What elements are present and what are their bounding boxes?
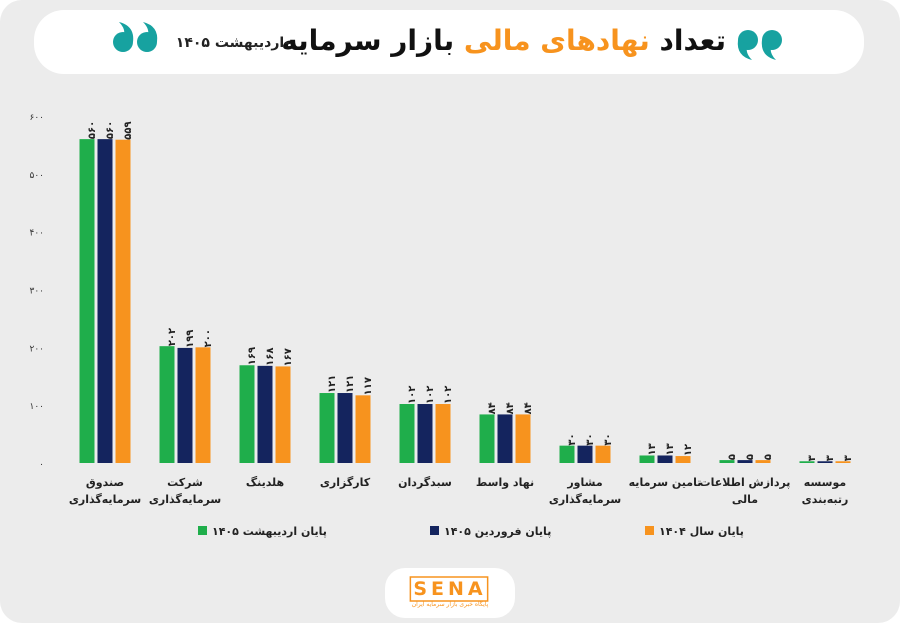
bar	[497, 414, 513, 463]
x-tick-label: کارگزاری	[320, 476, 371, 489]
bar	[257, 365, 273, 463]
x-tick-label: مشاور سرمایه‌گذاری	[549, 476, 621, 506]
title-part: بازار سرمایه	[281, 24, 454, 57]
bar	[115, 139, 131, 463]
y-tick-label: ۰	[39, 460, 44, 470]
logo-card	[385, 568, 515, 618]
y-tick-label: ۲۰۰	[29, 344, 44, 354]
bar	[479, 414, 495, 463]
bar	[319, 393, 335, 463]
value-label: ۱۰۲	[443, 386, 454, 404]
bar	[337, 393, 353, 463]
value-label: ۱۰۲	[425, 386, 436, 404]
subtitle: -اردیبهشت ۱۴۰۵	[176, 35, 290, 51]
y-tick-label: ۶۰۰	[29, 113, 44, 123]
x-tick-label: نهاد واسط	[476, 476, 534, 489]
x-tick-label: شرکت سرمایه‌گذاری	[149, 476, 221, 506]
value-label: ۱۹۹	[185, 330, 196, 348]
value-label: ۲۰۰	[203, 329, 214, 347]
value-label: ۱۲	[683, 444, 694, 456]
bar	[515, 414, 531, 463]
value-label: ۱۶۷	[283, 348, 294, 366]
legend-label: پایان فروردین ۱۴۰۵	[444, 525, 551, 538]
value-label: ۸۴	[487, 402, 498, 414]
value-label: ۳	[807, 455, 818, 461]
value-label: ۱۰۲	[407, 386, 418, 404]
x-tick-label: سبدگردان	[398, 476, 452, 489]
chart-title: تعداد نهادهای مالی بازار سرمایه	[281, 24, 726, 57]
bar	[559, 445, 575, 463]
value-label: ۱۳	[665, 443, 676, 455]
x-tick-label: هلدینگ	[246, 475, 284, 489]
x-tick-label: موسسه رتبه‌بندی	[802, 476, 849, 506]
bar	[639, 455, 655, 463]
value-label: ۸۴	[505, 402, 516, 414]
logo-box	[409, 576, 489, 602]
bar	[657, 455, 673, 463]
bar	[835, 461, 851, 463]
logo-tagline: پایگاه خبری بازار سرمایه ایران	[412, 600, 489, 608]
bar	[97, 139, 113, 463]
value-label: ۳۰	[603, 433, 614, 445]
bar	[355, 395, 371, 463]
value-label: ۱۶۹	[247, 347, 258, 365]
y-tick-label: ۳۰۰	[29, 287, 44, 297]
legend-swatch	[645, 526, 654, 535]
value-label: ۲۰۲	[167, 328, 178, 346]
bar	[177, 347, 193, 463]
bar	[595, 445, 611, 463]
bar	[159, 346, 175, 463]
bar	[195, 347, 211, 463]
value-label: ۱۳	[647, 443, 658, 455]
x-tick-label: صندوق سرمایه‌گذاری	[69, 476, 141, 506]
bar	[417, 404, 433, 463]
value-label: ۵	[727, 454, 738, 460]
bar	[755, 460, 771, 463]
value-label: ۵	[745, 454, 756, 460]
bar	[435, 404, 451, 463]
title-part: نهادهای مالی	[464, 24, 650, 57]
legend-swatch	[430, 526, 439, 535]
value-label: ۵۶۰	[87, 121, 98, 139]
bar	[799, 461, 815, 463]
value-label: ۵۶۰	[105, 121, 116, 139]
value-label: ۱۲۱	[345, 375, 356, 393]
value-label: ۵۵۹	[123, 121, 134, 139]
bar	[675, 456, 691, 463]
x-tick-label: پردازش اطلاعات مالی	[700, 476, 791, 506]
y-tick-label: ۴۰۰	[29, 229, 44, 239]
bar	[79, 139, 95, 463]
logo: SENA	[409, 576, 489, 602]
value-label: ۱۲۱	[327, 375, 338, 393]
value-label: ۳	[843, 455, 854, 461]
bar	[577, 445, 593, 463]
y-tick-label: ۱۰۰	[29, 402, 44, 412]
title-part: تعداد	[660, 24, 726, 57]
value-label: ۱۱۷	[363, 377, 374, 395]
bar	[399, 404, 415, 463]
logo-text: SENA	[413, 578, 486, 600]
value-label: ۱۶۸	[265, 348, 276, 366]
y-tick-label: ۵۰۰	[29, 171, 44, 181]
legend-swatch	[198, 526, 207, 535]
legend-label: پایان سال ۱۴۰۴	[659, 525, 744, 538]
legend-label: پایان اردیبهشت ۱۴۰۵	[212, 525, 327, 538]
x-tick-label: تامین سرمایه	[629, 476, 702, 489]
value-label: ۳۰	[567, 433, 578, 445]
header-card	[34, 10, 864, 74]
bar	[275, 366, 291, 463]
value-label: ۵	[763, 454, 774, 460]
bar	[817, 461, 833, 463]
value-label: ۸۴	[523, 402, 534, 414]
bar	[239, 365, 255, 463]
bar	[719, 460, 735, 463]
value-label: ۳	[825, 455, 836, 461]
value-label: ۳۰	[585, 433, 596, 445]
bar	[737, 460, 753, 463]
quote-icon	[113, 22, 782, 60]
